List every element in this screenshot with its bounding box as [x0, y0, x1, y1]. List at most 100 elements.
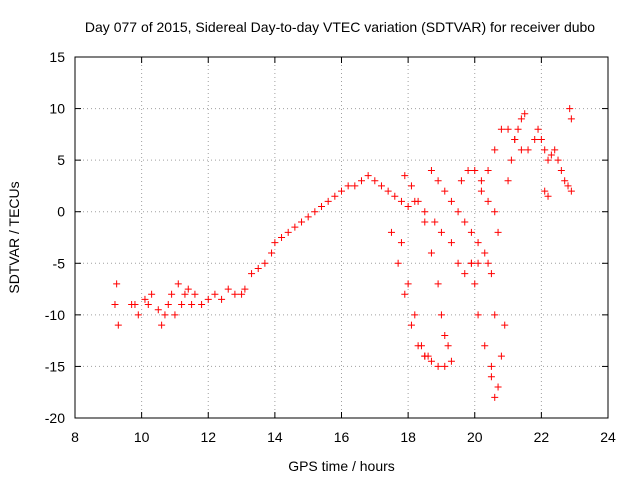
- data-point: [154, 306, 162, 314]
- axis-ticks: [74, 56, 609, 419]
- data-point: [407, 321, 415, 329]
- data-point: [417, 342, 425, 350]
- data-point: [454, 208, 462, 216]
- y-tick-label: 5: [57, 152, 65, 168]
- x-tick-label: 10: [134, 429, 150, 445]
- data-point: [567, 187, 575, 195]
- data-point: [434, 177, 442, 185]
- data-point: [344, 182, 352, 190]
- data-point: [477, 187, 485, 195]
- data-point: [514, 125, 522, 133]
- data-point: [168, 290, 176, 298]
- data-point: [254, 264, 262, 272]
- data-point: [434, 280, 442, 288]
- data-point: [457, 177, 465, 185]
- data-point: [534, 125, 542, 133]
- data-point: [144, 301, 152, 309]
- x-axis-label: GPS time / hours: [288, 458, 395, 474]
- y-tick-label: 0: [57, 204, 65, 220]
- data-point: [484, 166, 492, 174]
- data-point: [494, 383, 502, 391]
- x-tick-label: 20: [467, 429, 483, 445]
- data-point: [191, 290, 199, 298]
- data-point: [181, 290, 189, 298]
- y-tick-label: -15: [45, 358, 65, 374]
- data-point: [567, 115, 575, 123]
- y-tick-label: -20: [45, 410, 65, 426]
- data-point: [184, 285, 192, 293]
- data-point: [427, 166, 435, 174]
- data-point: [248, 270, 256, 278]
- data-point: [447, 239, 455, 247]
- data-point: [148, 290, 156, 298]
- data-point: [547, 151, 555, 159]
- data-point: [494, 228, 502, 236]
- data-point: [401, 172, 409, 180]
- data-point: [311, 208, 319, 216]
- data-point: [174, 280, 182, 288]
- data-point: [497, 352, 505, 360]
- data-point: [421, 208, 429, 216]
- data-point: [324, 197, 332, 205]
- data-point: [511, 136, 519, 144]
- data-point: [231, 290, 239, 298]
- data-point: [541, 187, 549, 195]
- data-point: [304, 213, 312, 221]
- data-point: [474, 259, 482, 267]
- data-point: [491, 311, 499, 319]
- data-point: [467, 259, 475, 267]
- data-point: [377, 182, 385, 190]
- data-point: [111, 301, 119, 309]
- data-point: [454, 259, 462, 267]
- data-point: [537, 136, 545, 144]
- data-point: [441, 187, 449, 195]
- data-point: [268, 249, 276, 257]
- data-point: [461, 270, 469, 278]
- data-point: [481, 249, 489, 257]
- x-tick-label: 22: [534, 429, 550, 445]
- y-tick-label: 10: [49, 101, 65, 117]
- data-point: [491, 208, 499, 216]
- x-tick-label: 12: [200, 429, 216, 445]
- data-point: [487, 373, 495, 381]
- data-point: [501, 321, 509, 329]
- data-point: [171, 311, 179, 319]
- data-point: [447, 197, 455, 205]
- data-point: [531, 136, 539, 144]
- x-tick-label: 14: [267, 429, 283, 445]
- data-point: [298, 218, 306, 226]
- data-point: [331, 192, 339, 200]
- x-tick-label: 18: [400, 429, 416, 445]
- data-point: [564, 182, 572, 190]
- data-point: [444, 342, 452, 350]
- data-point: [474, 239, 482, 247]
- data-point: [204, 295, 212, 303]
- data-point: [424, 352, 432, 360]
- data-point: [544, 156, 552, 164]
- data-point: [113, 280, 121, 288]
- x-tick-labels: 8 10 12 14 16 18 20 22 24: [71, 429, 616, 445]
- data-point: [188, 301, 196, 309]
- data-point: [551, 146, 559, 154]
- data-point: [481, 342, 489, 350]
- data-point: [517, 146, 525, 154]
- data-point: [404, 280, 412, 288]
- data-point: [504, 177, 512, 185]
- data-point: [504, 125, 512, 133]
- data-point: [218, 295, 226, 303]
- data-point: [397, 197, 405, 205]
- data-point: [241, 285, 249, 293]
- y-tick-label: 15: [49, 49, 65, 65]
- data-point: [404, 203, 412, 211]
- data-point: [427, 357, 435, 365]
- data-point: [164, 301, 172, 309]
- data-point: [178, 301, 186, 309]
- x-tick-label: 8: [71, 429, 79, 445]
- data-point: [271, 239, 279, 247]
- data-point: [441, 362, 449, 370]
- data-point: [134, 311, 142, 319]
- data-point: [401, 290, 409, 298]
- data-point: [384, 187, 392, 195]
- data-point: [566, 105, 574, 113]
